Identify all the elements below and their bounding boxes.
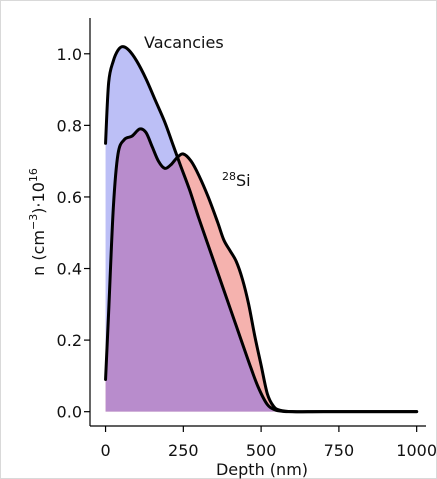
series-label-28si: 28Si	[222, 170, 251, 190]
axis-ticks: 0 250 500 750 1000 0.0 0.2 0.4 0.6 0.8 1.0	[57, 45, 437, 460]
y-axis-label-prefix: n (cm	[29, 230, 48, 276]
x-tick-label: 500	[246, 441, 277, 460]
y-tick-label: 1.0	[57, 45, 82, 64]
y-tick-label: 0.8	[57, 116, 82, 135]
y-tick-label: 0.6	[57, 188, 82, 207]
series-label-28si-super: 28	[222, 170, 236, 183]
y-tick-label: 0.2	[57, 331, 82, 350]
y-axis-label-mid: )·10	[29, 182, 48, 214]
x-tick-label: 0	[100, 441, 110, 460]
series-line-28si	[104, 127, 419, 414]
area-fills	[105, 46, 417, 412]
x-tick-label: 1000	[396, 441, 437, 460]
series-label-28si-base: Si	[236, 171, 251, 190]
y-axis-label-exp1: −3	[27, 214, 40, 230]
series-label-vacancies: Vacancies	[144, 33, 224, 52]
series-lines	[104, 45, 419, 414]
area-fill-overlap	[105, 128, 417, 412]
x-axis-label: Depth (nm)	[216, 460, 308, 479]
y-axis-label: n (cm−3)·1016	[27, 168, 48, 276]
y-tick-label: 0.4	[57, 260, 82, 279]
y-tick-label: 0.0	[57, 403, 82, 422]
x-tick-label: 250	[168, 441, 199, 460]
y-axis-label-exp2: 16	[27, 168, 40, 182]
x-tick-label: 750	[324, 441, 355, 460]
